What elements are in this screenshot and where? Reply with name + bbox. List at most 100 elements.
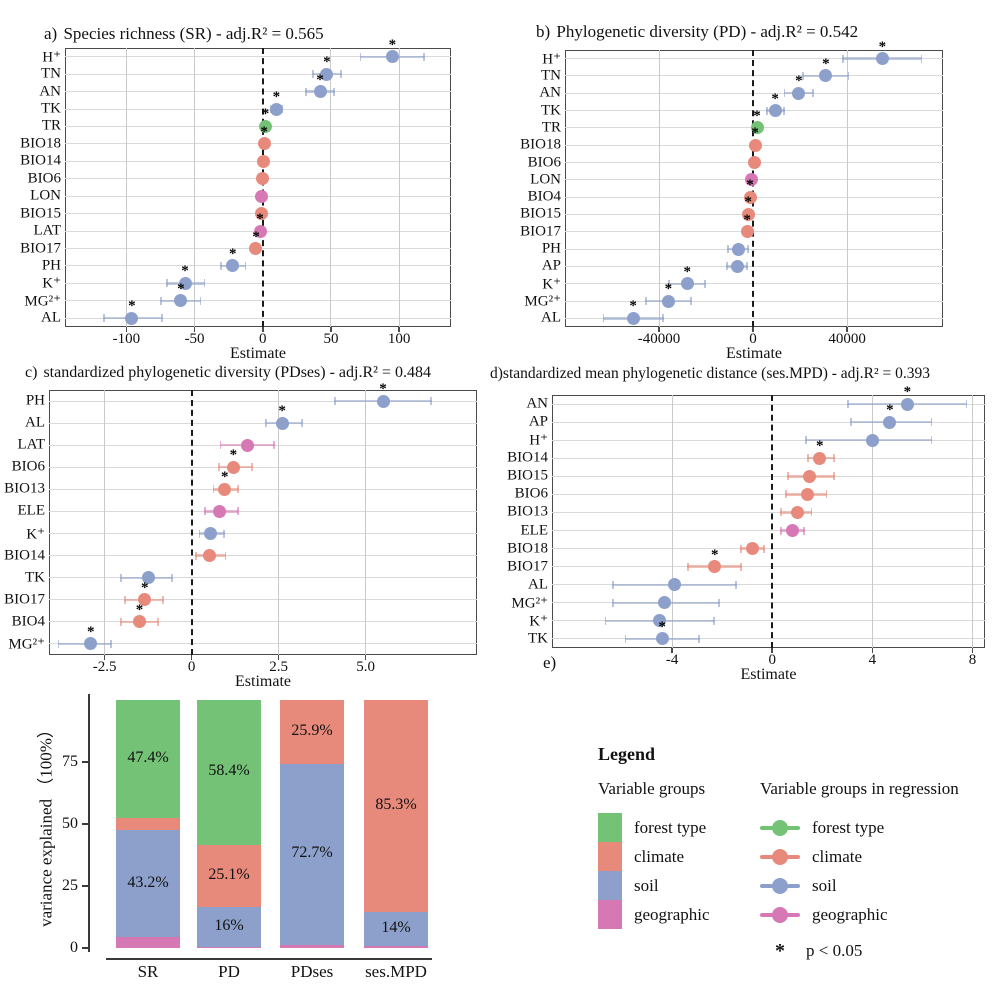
error-bar-cap bbox=[739, 544, 742, 553]
grid-line-h bbox=[65, 282, 451, 284]
y-axis-title: variance explained （100%） bbox=[36, 721, 56, 927]
y-category-label: BIO13 bbox=[4, 480, 45, 497]
x-tick-label: -100 bbox=[112, 331, 141, 347]
estimate-dot bbox=[900, 397, 914, 411]
y-category-label: ELE bbox=[520, 522, 549, 539]
zero-reference-line bbox=[771, 395, 774, 648]
error-bar-cap bbox=[604, 616, 607, 625]
error-bar-cap bbox=[782, 106, 785, 115]
x-tick-mark bbox=[190, 655, 193, 660]
bar-segment-soil bbox=[197, 907, 261, 947]
estimate-dot bbox=[819, 69, 833, 83]
estimate-dot bbox=[750, 121, 764, 135]
y-category-label: AL bbox=[528, 576, 548, 593]
legend-item-label: forest type bbox=[634, 817, 707, 837]
x-tick-mark bbox=[193, 327, 196, 332]
error-bar-cap bbox=[602, 314, 605, 323]
bar-value-label: 47.4% bbox=[127, 749, 169, 767]
legend-regression-item-forest-type: forest type bbox=[760, 813, 990, 842]
legend-regression-groups: Variable groups in regression forest typ… bbox=[760, 779, 990, 963]
error-bar-cap bbox=[833, 454, 835, 463]
grid-line-v bbox=[871, 395, 873, 648]
estimate-dot bbox=[813, 451, 827, 465]
legend-item-forest-type: forest type bbox=[598, 813, 760, 842]
estimate-dot bbox=[376, 394, 390, 408]
error-bar-cap bbox=[740, 562, 743, 571]
bar-segment-climate bbox=[197, 844, 261, 908]
grid-line-v bbox=[194, 48, 196, 327]
grid-line-h bbox=[49, 599, 477, 601]
x-tick-mark bbox=[846, 327, 848, 332]
bar-category-label: ses.MPD bbox=[365, 962, 427, 981]
bar-segment-soil bbox=[116, 830, 180, 938]
error-bar-cap bbox=[301, 419, 303, 428]
error-bar-cap bbox=[661, 314, 664, 323]
y-category-label: H⁺ bbox=[542, 51, 561, 68]
x-tick-label: 8 bbox=[968, 652, 977, 668]
grid-line-h bbox=[49, 488, 477, 490]
x-tick-label: -4 bbox=[665, 652, 679, 668]
significance-star: * bbox=[710, 546, 719, 563]
y-category-label: LON bbox=[530, 171, 561, 188]
grid-line-h bbox=[552, 584, 985, 586]
grid-line-h bbox=[49, 533, 477, 535]
error-bar-cap bbox=[109, 639, 112, 648]
y-category-label: AP bbox=[528, 413, 548, 430]
error-bar-cap bbox=[849, 418, 852, 427]
x-tick-mark bbox=[398, 327, 400, 332]
error-bar-cap bbox=[784, 490, 787, 499]
estimate-dot bbox=[865, 433, 879, 447]
x-tick-label: 5.0 bbox=[356, 659, 376, 675]
legend-title: Legend bbox=[598, 744, 656, 764]
panel-e-letter: e) bbox=[543, 653, 557, 672]
x-tick-mark bbox=[125, 327, 128, 332]
estimate-dot bbox=[741, 207, 755, 221]
significance-star: * bbox=[753, 107, 761, 124]
bar-value-label: 14% bbox=[381, 918, 411, 936]
x-tick-mark bbox=[871, 648, 874, 653]
significance-star: * bbox=[771, 90, 779, 107]
y-tick-label: 0 bbox=[70, 939, 78, 956]
y-category-label: K⁺ bbox=[26, 526, 45, 543]
significance-star: * bbox=[323, 54, 331, 71]
significance-star: * bbox=[220, 469, 229, 486]
x-tick-label: -40000 bbox=[637, 331, 681, 347]
plot-frame bbox=[49, 390, 477, 655]
x-tick-mark bbox=[364, 655, 367, 660]
error-bar-cap bbox=[156, 617, 159, 626]
legend-item-label: soil bbox=[634, 875, 659, 895]
error-bar-cap bbox=[779, 526, 782, 535]
error-bar-cap bbox=[765, 106, 768, 115]
significance-star: * bbox=[683, 263, 691, 280]
significance-star: * bbox=[128, 298, 136, 315]
grid-line-h bbox=[65, 73, 451, 75]
legend-significance: * p < 0.05 bbox=[760, 939, 990, 963]
significance-star: * bbox=[746, 177, 754, 194]
estimate-dot bbox=[132, 615, 146, 629]
significance-star-icon: * bbox=[775, 939, 785, 962]
y-category-label: BIO15 bbox=[507, 467, 548, 484]
error-bar-cap bbox=[429, 397, 432, 406]
y-category-label: ELE bbox=[17, 502, 46, 519]
grid-line-v bbox=[846, 50, 848, 327]
climate-swatch bbox=[598, 842, 622, 871]
significance-star: * bbox=[272, 89, 281, 106]
x-tick-label: 40000 bbox=[828, 331, 866, 347]
estimate-dot bbox=[680, 277, 694, 291]
error-bar-cap bbox=[203, 279, 206, 288]
estimate-dot bbox=[626, 311, 640, 325]
significance-star: * bbox=[229, 447, 238, 464]
panel-a-title-text: Species richness (SR) - adj.R² = 0.565 bbox=[63, 24, 324, 43]
y-category-label: K⁺ bbox=[42, 275, 61, 292]
significance-star: * bbox=[316, 71, 324, 88]
significance-star: * bbox=[878, 38, 887, 55]
y-category-label: BIO15 bbox=[520, 205, 561, 222]
grid-line-h bbox=[552, 421, 985, 423]
y-category-label: H⁺ bbox=[529, 432, 548, 449]
legend-col2-title: Variable groups in regression bbox=[760, 779, 959, 798]
bar-value-label: 43.2% bbox=[127, 873, 169, 891]
error-bar-cap bbox=[57, 639, 60, 648]
error-bar-cap bbox=[123, 595, 126, 604]
y-category-label: AN bbox=[539, 84, 561, 101]
bar-value-label: 25.1% bbox=[208, 865, 250, 883]
